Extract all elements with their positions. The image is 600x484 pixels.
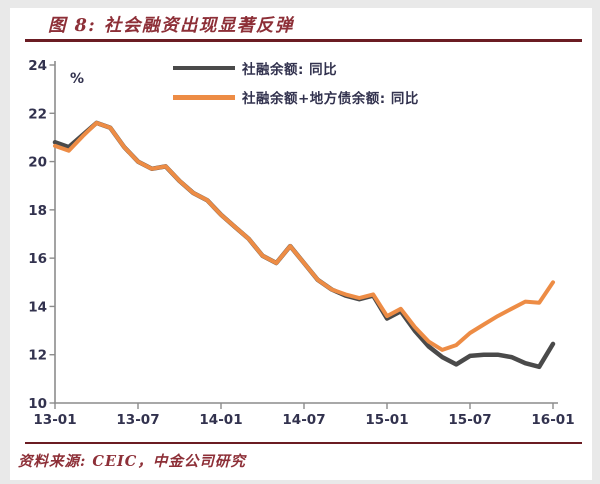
orange-line-swatch-icon <box>173 94 235 100</box>
y-tick-label: 24 <box>28 58 47 74</box>
chart-legend: 社融余额: 同比 社融余额+地方债余额: 同比 <box>173 58 419 107</box>
y-tick-label: 14 <box>28 299 47 315</box>
legend-label-sf: 社融余额: 同比 <box>242 62 338 78</box>
x-tick-label: 13-01 <box>33 412 76 428</box>
source-text: 资料来源: CEIC，中金公司研究 <box>18 453 246 470</box>
y-tick-label: 10 <box>28 396 47 412</box>
legend-label-sf-plus-bond: 社融余额+地方债余额: 同比 <box>242 91 419 107</box>
y-tick-label: 22 <box>28 106 47 122</box>
x-tick-label: 13-07 <box>116 412 159 428</box>
x-tick-label: 14-07 <box>282 412 325 428</box>
gray-line-swatch-icon <box>173 66 235 70</box>
legend-item-sf: 社融余额: 同比 <box>173 58 419 78</box>
x-tick-label: 15-01 <box>365 412 408 428</box>
x-tick-label: 16-01 <box>531 412 574 428</box>
legend-item-sf-plus-bond: 社融余额+地方债余额: 同比 <box>173 87 419 107</box>
figure-title: 图 8: 社会融资出现显著反弹 <box>48 16 294 36</box>
y-tick-label: 20 <box>28 155 47 171</box>
y-tick-label: 18 <box>28 203 47 219</box>
x-tick-label: 14-01 <box>199 412 242 428</box>
x-tick-label: 15-07 <box>448 412 491 428</box>
series-line-shezong-plus-local-bond <box>53 120 555 352</box>
y-axis-unit-label: % <box>70 71 84 87</box>
source-rule <box>25 442 582 444</box>
y-tick-label: 16 <box>28 251 47 267</box>
title-rule <box>25 39 582 42</box>
content-panel <box>10 8 592 480</box>
y-tick-label: 12 <box>28 348 47 364</box>
